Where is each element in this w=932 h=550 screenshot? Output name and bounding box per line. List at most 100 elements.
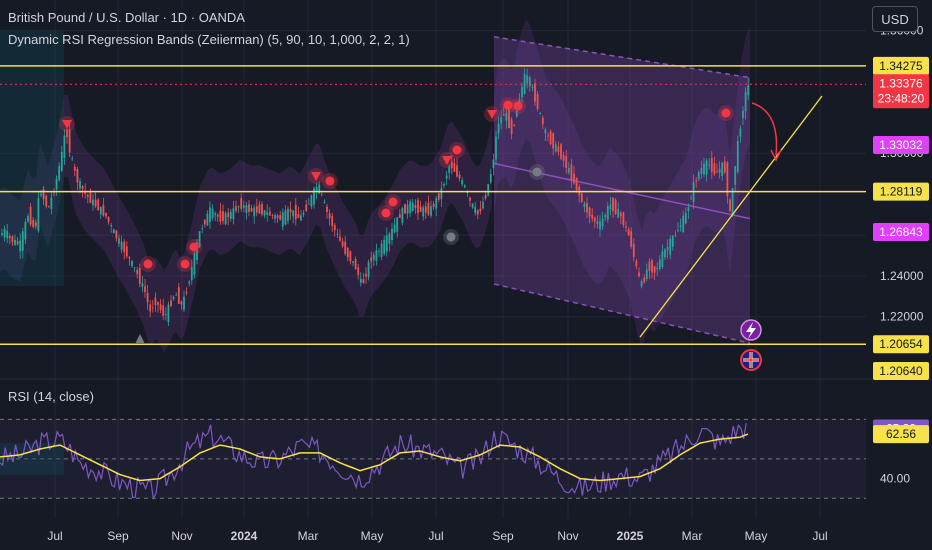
upper-band-tag — [873, 136, 929, 154]
candle-body — [196, 242, 198, 261]
candle-body — [281, 212, 284, 227]
candle-body — [216, 214, 219, 217]
candle-body — [596, 221, 599, 225]
uk-flag-icon[interactable] — [740, 349, 762, 371]
candle-body — [323, 201, 326, 203]
candle-body — [398, 214, 401, 218]
candle-body — [331, 215, 334, 226]
time-tick-label: Jul — [812, 529, 827, 543]
trendline[interactable] — [639, 95, 823, 338]
candle-body — [167, 304, 170, 323]
candle-body — [669, 238, 672, 255]
candle-body — [289, 209, 292, 213]
candle-body — [388, 233, 391, 244]
time-tick-label: Sep — [107, 529, 129, 543]
candle-body — [266, 212, 269, 215]
candle-body — [414, 204, 417, 209]
candle-body — [341, 241, 344, 247]
signal-dot — [388, 197, 398, 207]
candle-body — [315, 187, 318, 192]
candle-body — [671, 236, 674, 247]
candle-body — [318, 184, 321, 194]
horizontal-levels[interactable] — [0, 65, 866, 345]
lightning-bolt — [746, 322, 756, 339]
level-tag — [873, 335, 929, 354]
candle-body — [710, 157, 713, 172]
candle-body — [508, 108, 510, 129]
candle-body — [138, 268, 141, 284]
candle-body — [203, 219, 206, 225]
candle-body — [284, 210, 287, 225]
candle-body — [489, 173, 492, 183]
candle-body — [713, 163, 716, 175]
sell-triangle — [442, 156, 452, 165]
candle-body — [367, 261, 370, 278]
candle-body — [513, 124, 516, 126]
candle-body — [700, 167, 703, 174]
candle-body — [50, 197, 53, 210]
candle-body — [328, 213, 331, 219]
candle-body — [136, 269, 139, 275]
candle-body — [492, 159, 495, 169]
candle-body — [747, 85, 750, 96]
candle-body — [391, 228, 393, 241]
trendline-line[interactable] — [639, 95, 823, 338]
regression-channel — [494, 36, 750, 344]
candle-body — [261, 204, 263, 215]
candle-body — [505, 113, 508, 121]
symbol-title[interactable]: British Pound / U.S. Dollar · 1D · OANDA — [8, 10, 245, 25]
candle-body — [627, 229, 630, 236]
candle-body — [450, 161, 453, 169]
candle-body — [656, 268, 659, 269]
candle-body — [206, 213, 209, 226]
lightning-icon[interactable] — [740, 319, 762, 341]
time-tick-label: Mar — [298, 529, 319, 543]
currency-button[interactable]: USD — [872, 6, 918, 32]
time-tick-label: Nov — [557, 529, 578, 543]
candle-body — [638, 272, 640, 277]
candle-body — [521, 86, 523, 98]
candle-body — [453, 163, 456, 172]
candle-body — [528, 77, 531, 87]
candle-body — [66, 129, 68, 138]
candle-body — [14, 239, 16, 245]
regression-tag — [873, 223, 929, 241]
rsi-signal-tag-text: 62.56 — [886, 427, 916, 441]
candle-body — [718, 168, 721, 174]
candle-body — [690, 198, 692, 200]
candle-body — [541, 117, 544, 125]
candle-body — [604, 215, 607, 218]
candle-body — [661, 251, 664, 268]
candle-body — [326, 206, 328, 213]
candle-body — [229, 211, 232, 219]
candle-body — [253, 207, 256, 217]
indicator-title[interactable]: Dynamic RSI Regression Bands (Zeiierman)… — [8, 32, 410, 47]
candle-body — [383, 239, 386, 254]
candle-body — [232, 208, 235, 220]
signal-markers — [59, 97, 734, 344]
candle-body — [734, 166, 737, 185]
candle-body — [640, 281, 643, 287]
candle-body — [419, 206, 422, 212]
candle-body — [378, 251, 380, 252]
candle-body — [3, 229, 6, 238]
candle-body — [214, 213, 217, 216]
candle-body — [664, 249, 666, 258]
event-icons[interactable] — [740, 319, 762, 371]
candle-body — [242, 205, 245, 208]
upper-band-tag-text: 1.33032 — [879, 138, 923, 152]
candle-body — [365, 273, 367, 277]
candle-body — [55, 178, 58, 190]
candle-body — [349, 251, 352, 262]
candle-body — [614, 199, 617, 214]
candle-body — [81, 185, 84, 190]
candle-body — [354, 259, 357, 270]
projection-arrow — [751, 102, 778, 156]
candle-body — [430, 206, 432, 216]
candle-body — [292, 210, 295, 217]
time-axis[interactable]: Jul Sep Nov 2024 Mar May Jul Sep Nov 2025 Mar May Ju… — [47, 529, 827, 543]
rsi-title[interactable]: RSI (14, close) — [8, 389, 94, 404]
candle-body — [744, 91, 747, 112]
